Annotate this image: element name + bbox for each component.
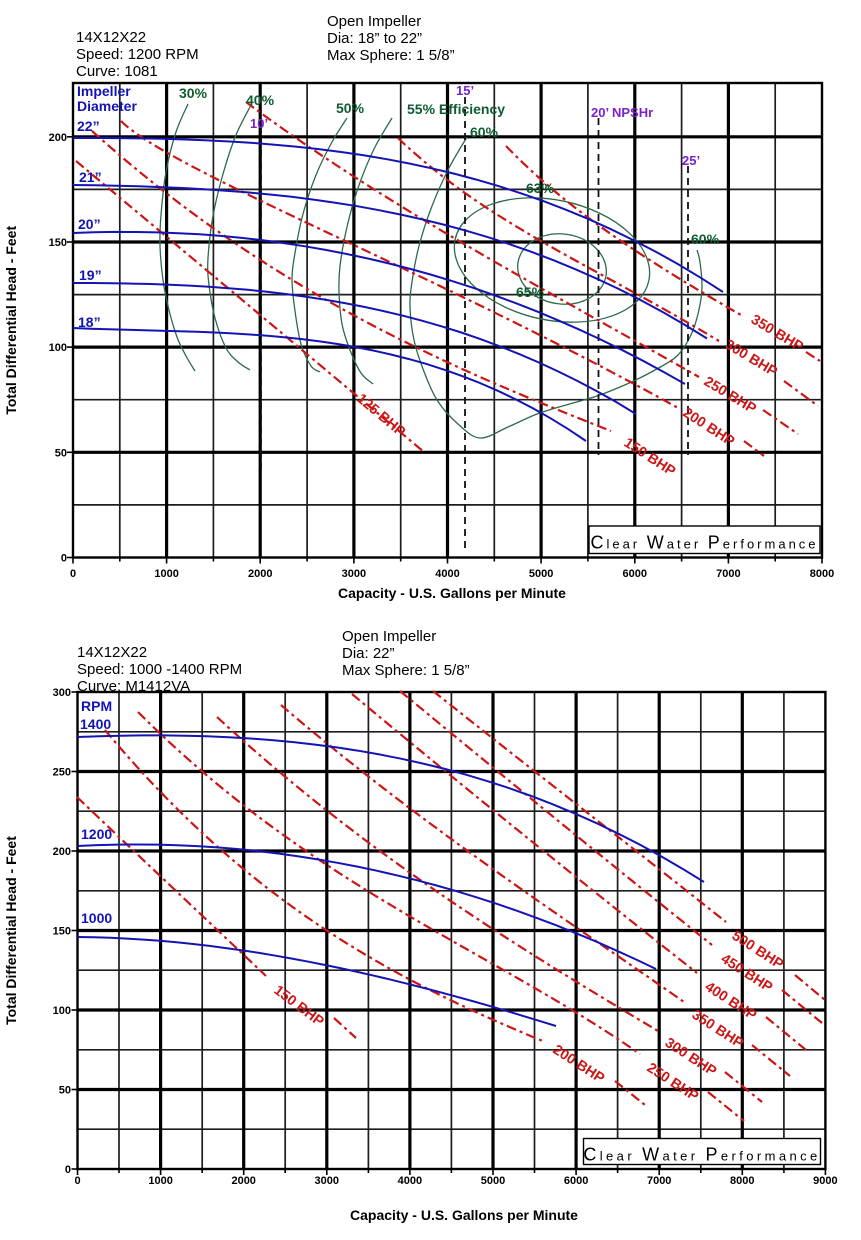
svg-text:Diameter: Diameter: [77, 98, 137, 114]
svg-text:Total Differential Head - Feet: Total Differential Head - Feet: [3, 836, 19, 1025]
svg-text:Curve: M1412VA: Curve: M1412VA: [77, 678, 190, 695]
svg-text:1000: 1000: [154, 568, 178, 580]
svg-text:10’: 10’: [250, 116, 268, 131]
svg-text:Clear Water Performance: Clear Water Performance: [590, 533, 818, 553]
svg-text:100: 100: [49, 342, 67, 354]
svg-text:4000: 4000: [435, 568, 459, 580]
svg-text:15’: 15’: [456, 83, 474, 98]
svg-text:300: 300: [53, 687, 71, 699]
svg-text:50: 50: [55, 447, 67, 459]
svg-text:Open Impeller: Open Impeller: [327, 13, 421, 30]
svg-text:18”: 18”: [78, 314, 101, 330]
svg-text:6000: 6000: [564, 1175, 588, 1187]
svg-text:Open Impeller: Open Impeller: [342, 628, 436, 645]
svg-text:1000: 1000: [148, 1175, 172, 1187]
svg-text:RPM: RPM: [81, 698, 112, 714]
svg-text:60%: 60%: [691, 231, 720, 247]
svg-text:0: 0: [61, 553, 67, 565]
svg-text:Speed: 1000 -1400 RPM: Speed: 1000 -1400 RPM: [77, 661, 242, 678]
svg-text:5000: 5000: [529, 568, 553, 580]
svg-text:22”: 22”: [77, 118, 100, 134]
svg-text:7000: 7000: [716, 568, 740, 580]
svg-text:250: 250: [53, 767, 71, 779]
svg-text:0: 0: [65, 1164, 71, 1176]
svg-text:2000: 2000: [248, 568, 272, 580]
svg-text:7000: 7000: [647, 1175, 671, 1187]
svg-text:Max Sphere: 1 5/8”: Max Sphere: 1 5/8”: [342, 662, 470, 679]
svg-text:14X12X22: 14X12X22: [76, 29, 146, 46]
svg-text:5000: 5000: [481, 1175, 505, 1187]
svg-text:1200: 1200: [81, 826, 112, 842]
svg-text:Total Differential Head - Feet: Total Differential Head - Feet: [3, 226, 19, 415]
svg-text:Capacity - U.S. Gallons per Mi: Capacity - U.S. Gallons per Minute: [350, 1207, 578, 1223]
svg-text:1000: 1000: [81, 910, 112, 926]
svg-text:21”: 21”: [79, 169, 102, 185]
svg-text:2000: 2000: [231, 1175, 255, 1187]
svg-text:20’ NPSHr: 20’ NPSHr: [591, 105, 653, 120]
svg-text:1400: 1400: [80, 716, 111, 732]
svg-text:Dia: 18” to 22”: Dia: 18” to 22”: [327, 30, 422, 47]
svg-text:Max Sphere: 1 5/8”: Max Sphere: 1 5/8”: [327, 47, 455, 64]
svg-text:63%: 63%: [526, 180, 555, 196]
svg-text:20”: 20”: [78, 216, 101, 232]
svg-text:Dia: 22”: Dia: 22”: [342, 645, 395, 662]
svg-text:50%: 50%: [336, 100, 365, 116]
svg-text:200: 200: [53, 846, 71, 858]
svg-text:4000: 4000: [398, 1175, 422, 1187]
svg-text:65%: 65%: [516, 284, 545, 300]
svg-text:Clear Water Performance: Clear Water Performance: [583, 1145, 820, 1165]
svg-text:55% Efficiency: 55% Efficiency: [407, 101, 505, 117]
svg-text:40%: 40%: [246, 92, 275, 108]
svg-text:19”: 19”: [79, 267, 102, 283]
svg-text:25’: 25’: [682, 153, 700, 168]
svg-text:200: 200: [49, 132, 67, 144]
svg-text:50: 50: [59, 1085, 71, 1097]
svg-text:Speed: 1200 RPM: Speed: 1200 RPM: [76, 46, 199, 63]
svg-text:150: 150: [49, 237, 67, 249]
svg-text:100: 100: [53, 1005, 71, 1017]
svg-text:9000: 9000: [813, 1175, 837, 1187]
svg-text:0: 0: [74, 1175, 80, 1187]
svg-text:Curve: 1081: Curve: 1081: [76, 63, 158, 80]
svg-text:8000: 8000: [730, 1175, 754, 1187]
svg-text:8000: 8000: [810, 568, 834, 580]
svg-text:3000: 3000: [315, 1175, 339, 1187]
svg-text:30%: 30%: [179, 85, 208, 101]
svg-text:0: 0: [70, 568, 76, 580]
svg-text:Capacity - U.S. Gallons per Mi: Capacity - U.S. Gallons per Minute: [338, 585, 566, 601]
svg-text:3000: 3000: [342, 568, 366, 580]
svg-text:14X12X22: 14X12X22: [77, 644, 147, 661]
svg-text:150: 150: [53, 926, 71, 938]
svg-text:6000: 6000: [623, 568, 647, 580]
svg-text:60%: 60%: [470, 124, 499, 140]
svg-text:Impeller: Impeller: [77, 83, 131, 99]
